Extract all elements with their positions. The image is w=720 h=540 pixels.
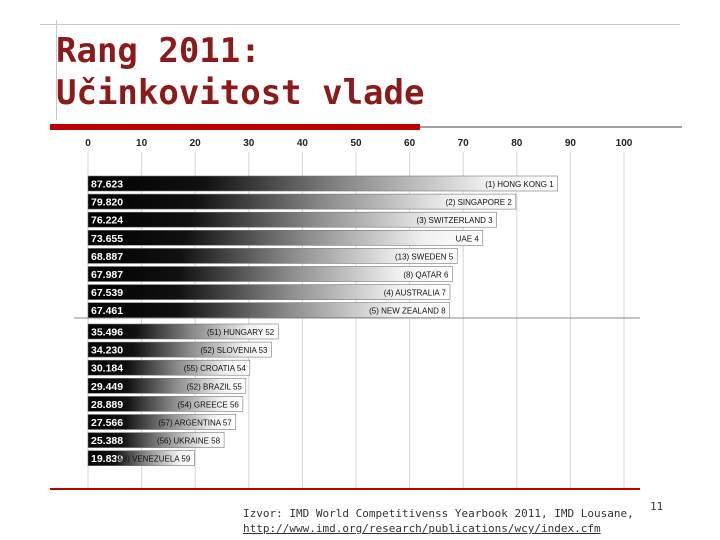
bar-value-label: 25.388 [91,435,123,447]
bar-country-label: (57) ARGENTINA 57 [158,419,232,428]
x-tick-label: 80 [511,138,523,149]
bar-value-label: 87.623 [91,179,123,191]
bar-value-label: 28.889 [91,399,123,411]
bar-value-label: 67.461 [91,305,123,317]
x-tick-label: 40 [297,138,309,149]
bar [87,193,517,210]
bar-value-label: 76.224 [91,215,123,227]
bar [87,432,225,448]
source-note: Izvor: IMD World Competitivenss Yearbook… [243,506,634,536]
bar-value-label: 34.230 [91,345,123,357]
x-tick-label: 70 [458,138,470,149]
title-line-1: Rang 2011: [56,31,261,71]
bar-country-label: UAE 4 [456,234,480,243]
title-line-2: Učinkovitost vlade [56,73,425,113]
x-tick-label: 50 [350,138,362,149]
bar [87,341,272,358]
bar-value-label: 73.655 [91,233,123,245]
bar-country-label: (56) UKRAINE 58 [157,437,221,446]
source-link[interactable]: http://www.imd.org/research/publications… [243,522,601,535]
bar-value-label: 68.887 [91,251,123,263]
left-border-line [56,20,57,120]
title-underline-red [50,124,420,130]
bar-country-label: (4) AUSTRALIA 7 [384,289,447,298]
bar [87,230,484,246]
bar [87,211,497,228]
footer-divider [50,488,640,490]
bar-country-label: (51) HUNGARY 52 [207,328,275,337]
bar-value-label: 27.566 [91,417,123,429]
bars: 87.623 (1) HONG KONG 1 79.820 (2) SINGAPORE… [87,175,558,467]
bar-value-label: 79.820 [91,197,123,209]
bar-value-label: 67.539 [91,287,123,299]
bar-value-label: 35.496 [91,327,123,339]
bar [87,359,251,376]
x-axis-ticks: 0 10 20 30 40 50 60 70 80 90 100 [85,138,633,149]
bar [87,450,195,467]
x-tick-label: 30 [243,138,255,149]
x-tick-label: 90 [565,138,577,149]
x-tick-label: 0 [85,138,91,149]
x-tick-label: 10 [136,138,148,149]
bar-country-label: (54) GREECE 56 [177,400,239,409]
bar [87,378,247,394]
bar-country-label: (58) VENEZUELA 59 [116,455,191,464]
bar-value-label: 67.987 [91,269,123,281]
bar-country-label: (52) SLOVENIA 53 [200,346,268,355]
source-text: Izvor: IMD World Competitivenss Yearbook… [243,507,634,520]
government-efficiency-chart: 0 10 20 30 40 50 60 70 80 90 100 87.623 (1) HONG KO… [74,130,640,494]
bar-value-label: 29.449 [91,381,123,393]
bar-value-label: 30.184 [91,363,123,375]
bar-country-label: (2) SINGAPORE 2 [446,198,513,207]
bar [87,302,450,318]
bar-value-label: 19.839 [91,453,123,465]
bar-country-label: (8) QATAR 6 [403,271,449,280]
bar-country-label: (5) NEW ZEALAND 8 [369,307,446,316]
bar [87,396,244,412]
bar [87,266,453,282]
title-underline-grey [420,126,682,128]
page-number: 11 [650,500,664,513]
top-border-line [40,24,680,25]
bar-country-label: (3) SWITZERLAND 3 [417,216,494,225]
bar-country-label: (13) SWEDEN 5 [395,252,454,261]
x-tick-label: 20 [190,138,202,149]
x-tick-label: 60 [404,138,416,149]
bar-chart-svg: 0 10 20 30 40 50 60 70 80 90 100 87.623 (1) HONG KO… [74,138,640,490]
bar-country-label: (55) CROATIA 54 [184,364,247,373]
bar [87,323,279,340]
grid-lines [74,152,640,490]
bar [87,414,237,430]
x-tick-label: 100 [616,138,633,149]
bar-country-label: (1) HONG KONG 1 [485,180,554,189]
bar [87,175,558,192]
bar [87,248,458,264]
slide-title: Rang 2011: Učinkovitost vlade [56,30,424,114]
bar [87,284,451,300]
bar-country-label: (52) BRAZIL 55 [187,382,243,391]
